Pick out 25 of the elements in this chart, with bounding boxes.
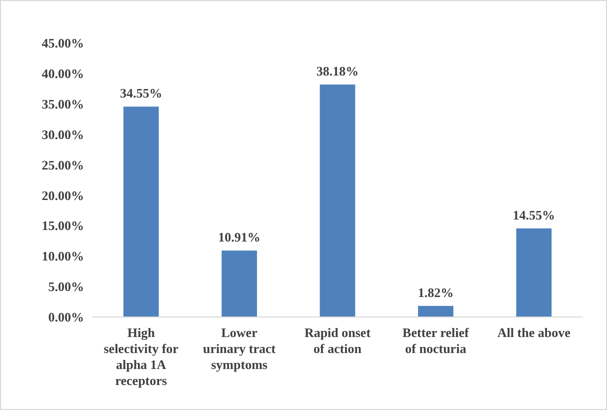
y-tick-label: 10.00%	[42, 248, 84, 264]
y-tick-label: 30.00%	[42, 126, 84, 142]
x-tick-label: All the above	[497, 325, 571, 340]
y-tick-label: 45.00%	[42, 36, 84, 51]
x-tick-label: High selectivity for alpha 1A receptors	[104, 325, 179, 388]
data-label: 1.82%	[418, 284, 454, 300]
data-label: 38.18%	[316, 64, 359, 79]
data-label: 10.91%	[218, 230, 260, 245]
data-label: 34.55%	[120, 86, 162, 101]
x-tick-label: Rapid onset of action	[304, 325, 372, 356]
y-tick-label: 35.00%	[42, 96, 84, 112]
y-tick-label: 40.00%	[42, 66, 84, 81]
bar	[418, 306, 454, 317]
y-tick-label: 5.00%	[48, 279, 84, 294]
data-label: 14.55%	[512, 207, 556, 222]
y-tick-label: 0.00%	[48, 310, 84, 325]
x-tick-label: Better relief of nocturia	[402, 325, 470, 356]
y-tick-label: 15.00%	[42, 218, 84, 234]
bar	[516, 228, 552, 317]
bar	[222, 250, 257, 317]
x-tick-label: Lower urinary tract symptoms	[203, 325, 276, 372]
y-tick-label: 20.00%	[42, 188, 84, 203]
bar	[123, 106, 159, 317]
bar	[320, 84, 356, 317]
y-tick-label: 25.00%	[42, 157, 84, 172]
